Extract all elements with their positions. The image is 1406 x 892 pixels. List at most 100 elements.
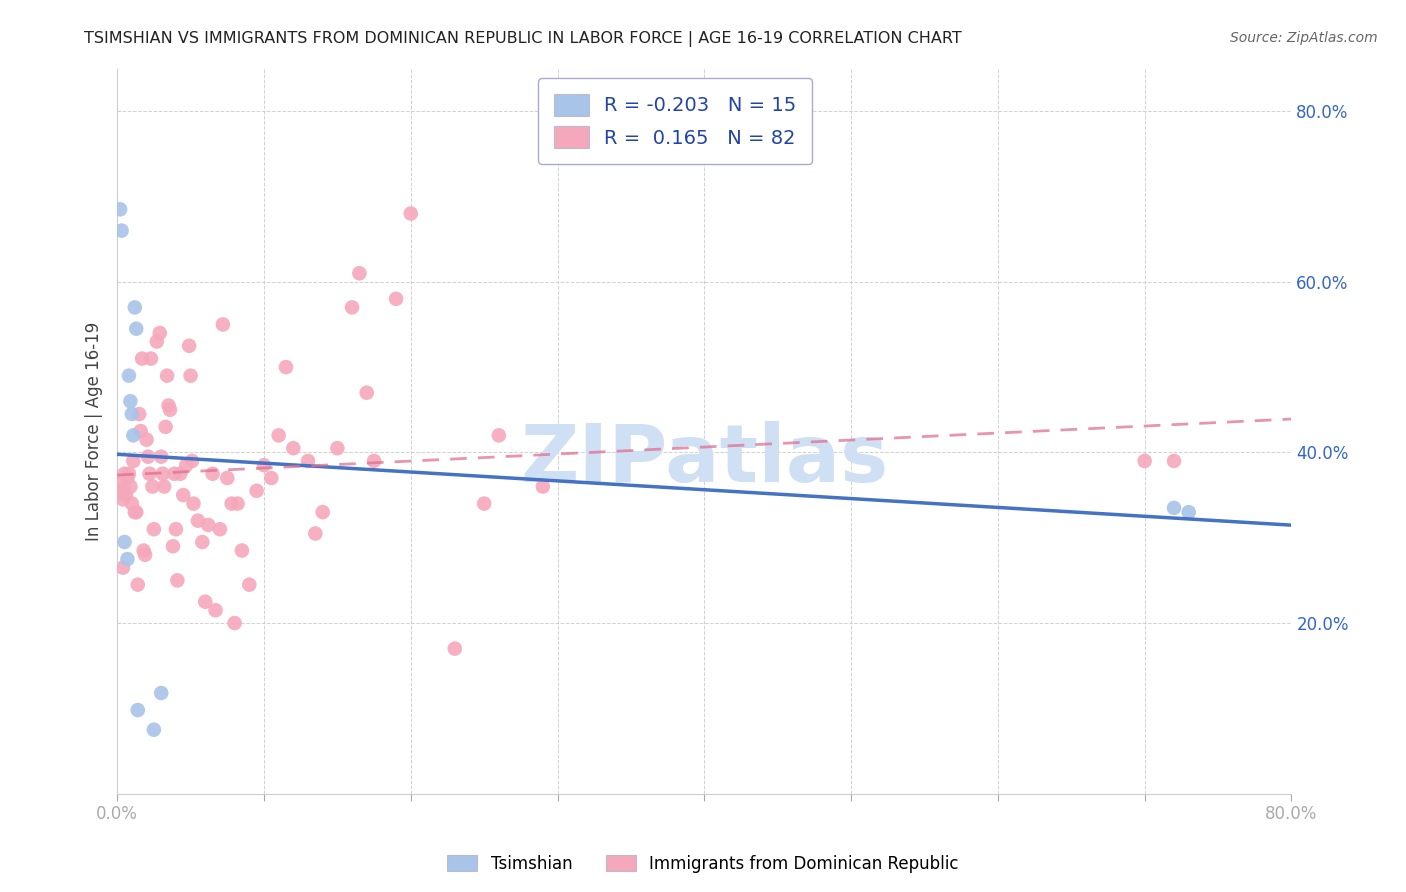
Point	[122, 428, 145, 442]
Point	[169, 467, 191, 481]
Point	[179, 339, 201, 353]
Point	[110, 475, 132, 490]
Point	[472, 497, 495, 511]
Point	[267, 428, 290, 442]
Point	[163, 467, 186, 481]
Point	[531, 479, 554, 493]
Point	[197, 517, 219, 532]
Point	[159, 402, 181, 417]
Point	[326, 441, 349, 455]
Point	[152, 467, 174, 481]
Text: TSIMSHIAN VS IMMIGRANTS FROM DOMINICAN REPUBLIC IN LABOR FORCE | AGE 16-19 CORRE: TSIMSHIAN VS IMMIGRANTS FROM DOMINICAN R…	[84, 31, 962, 47]
Point	[146, 334, 169, 349]
Point	[134, 548, 156, 562]
Point	[127, 703, 149, 717]
Point	[1133, 454, 1156, 468]
Point	[166, 574, 188, 588]
Point	[156, 368, 179, 383]
Point	[208, 522, 231, 536]
Point	[150, 686, 173, 700]
Point	[127, 577, 149, 591]
Point	[274, 360, 297, 375]
Point	[108, 202, 131, 217]
Point	[118, 368, 141, 383]
Point	[121, 497, 143, 511]
Point	[212, 318, 235, 332]
Point	[165, 522, 187, 536]
Point	[128, 407, 150, 421]
Point	[149, 326, 172, 340]
Text: ZIPatlas: ZIPatlas	[520, 421, 889, 500]
Point	[136, 450, 159, 464]
Point	[172, 488, 194, 502]
Point	[124, 505, 146, 519]
Point	[115, 488, 138, 502]
Point	[132, 543, 155, 558]
Legend: R = -0.203   N = 15, R =  0.165   N = 82: R = -0.203 N = 15, R = 0.165 N = 82	[538, 78, 813, 164]
Point	[124, 301, 146, 315]
Point	[443, 641, 465, 656]
Point	[114, 467, 136, 481]
Point	[191, 535, 214, 549]
Point	[224, 615, 246, 630]
Point	[125, 505, 148, 519]
Point	[114, 483, 136, 498]
Point	[283, 441, 305, 455]
Point	[183, 497, 205, 511]
Point	[221, 497, 243, 511]
Point	[238, 577, 260, 591]
Legend: Tsimshian, Immigrants from Dominican Republic: Tsimshian, Immigrants from Dominican Rep…	[440, 848, 966, 880]
Point	[1163, 500, 1185, 515]
Point	[194, 595, 217, 609]
Point	[138, 467, 160, 481]
Text: Source: ZipAtlas.com: Source: ZipAtlas.com	[1230, 31, 1378, 45]
Point	[297, 454, 319, 468]
Point	[150, 450, 173, 464]
Point	[253, 458, 276, 473]
Point	[110, 483, 132, 498]
Point	[120, 394, 142, 409]
Point	[122, 454, 145, 468]
Point	[340, 301, 363, 315]
Point	[131, 351, 153, 366]
Point	[110, 224, 132, 238]
Point	[162, 539, 184, 553]
Point	[114, 535, 136, 549]
Point	[174, 458, 197, 473]
Point	[1163, 454, 1185, 468]
Point	[180, 368, 202, 383]
Point	[217, 471, 239, 485]
Point	[246, 483, 269, 498]
Point	[260, 471, 283, 485]
Point	[226, 497, 249, 511]
Point	[135, 433, 157, 447]
Point	[141, 479, 163, 493]
Point	[125, 322, 148, 336]
Point	[117, 471, 139, 485]
Point	[117, 552, 139, 566]
Point	[356, 385, 378, 400]
Point	[363, 454, 385, 468]
Point	[129, 424, 152, 438]
Y-axis label: In Labor Force | Age 16-19: In Labor Force | Age 16-19	[86, 321, 103, 541]
Point	[399, 206, 422, 220]
Point	[349, 266, 371, 280]
Point	[181, 454, 204, 468]
Point	[121, 407, 143, 421]
Point	[112, 560, 135, 574]
Point	[155, 420, 177, 434]
Point	[385, 292, 408, 306]
Point	[118, 467, 141, 481]
Point	[204, 603, 226, 617]
Point	[142, 723, 165, 737]
Point	[120, 479, 142, 493]
Point	[1177, 505, 1199, 519]
Point	[312, 505, 335, 519]
Point	[187, 514, 209, 528]
Point	[153, 479, 176, 493]
Point	[139, 351, 162, 366]
Point	[488, 428, 510, 442]
Point	[157, 399, 180, 413]
Point	[142, 522, 165, 536]
Point	[201, 467, 224, 481]
